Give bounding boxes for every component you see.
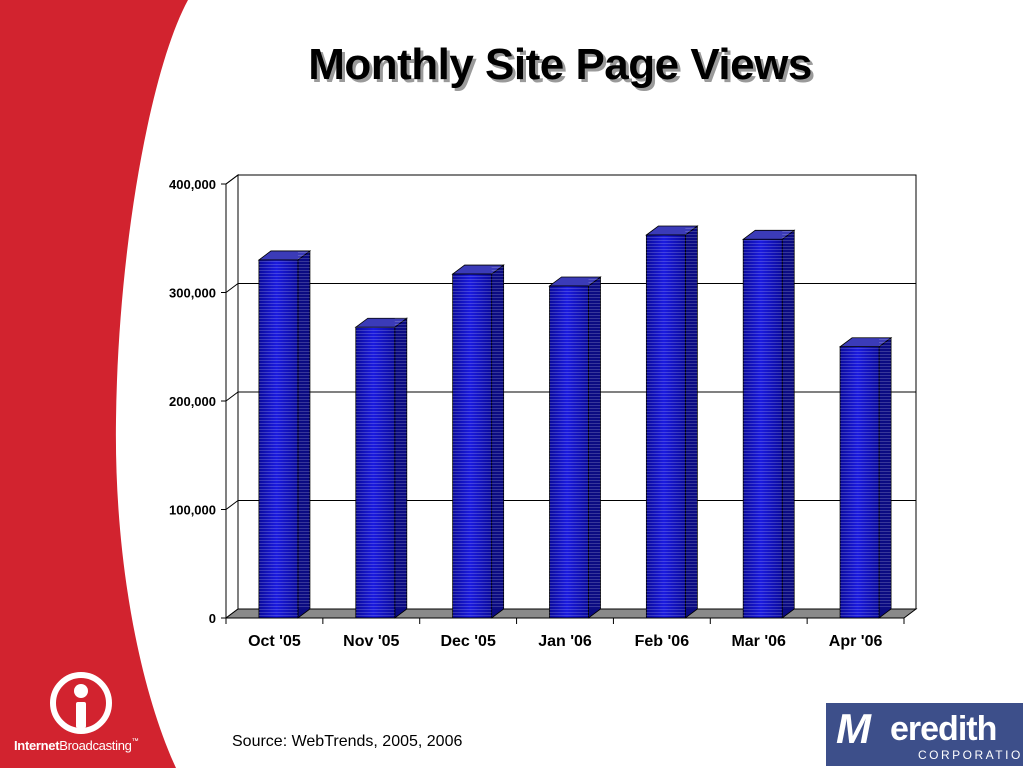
bar-side-stripes-3: [588, 276, 601, 609]
slide-title: Monthly Site Page Views: [308, 40, 812, 89]
bar-side-stripes-1: [394, 318, 407, 609]
bar-stripes-2: [452, 274, 492, 618]
bar-side-stripes-4: [685, 225, 698, 609]
bar-stripes-4: [646, 234, 686, 618]
y-tick-label: 300,000: [169, 286, 216, 301]
y-tick-label: 200,000: [169, 394, 216, 409]
meredith-corporation-logo: M eredith CORPORATION: [826, 703, 1024, 766]
x-tick-label: Apr '06: [829, 633, 883, 650]
x-tick-label: Mar '06: [731, 633, 786, 650]
bar-stripes-1: [355, 327, 395, 618]
bar-stripes-3: [549, 285, 589, 618]
bar-stripes-0: [258, 259, 298, 618]
info-i-icon: [50, 672, 112, 734]
meredith-m-mark: M: [836, 705, 871, 752]
bar-side-stripes-2: [491, 265, 504, 609]
y-tick-label: 100,000: [169, 503, 216, 518]
y-gridline-side: [225, 174, 239, 185]
bar-side-stripes-6: [879, 337, 892, 609]
bar-side-stripes-0: [297, 250, 310, 609]
y-gridline-side: [225, 283, 239, 293]
x-tick-label: Nov '05: [343, 633, 399, 650]
meredith-wordmark: eredith: [890, 710, 997, 748]
x-tick-label: Oct '05: [248, 633, 301, 650]
y-gridline-side: [225, 391, 239, 402]
y-gridline-side: [225, 500, 239, 510]
bar-stripes-6: [840, 346, 880, 618]
source-note: Source: WebTrends, 2005, 2006: [232, 733, 463, 750]
y-tick-label: 0: [209, 611, 216, 626]
x-tick-label: Jan '06: [538, 633, 592, 650]
meredith-corporation-label: CORPORATION: [918, 748, 1024, 762]
internet-broadcasting-wordmark: InternetBroadcasting™: [14, 738, 139, 753]
y-tick-label: 400,000: [169, 177, 216, 192]
x-tick-label: Dec '05: [440, 633, 496, 650]
bar-stripes-5: [743, 239, 783, 618]
bar-side-stripes-5: [782, 230, 795, 609]
x-tick-label: Feb '06: [635, 633, 690, 650]
